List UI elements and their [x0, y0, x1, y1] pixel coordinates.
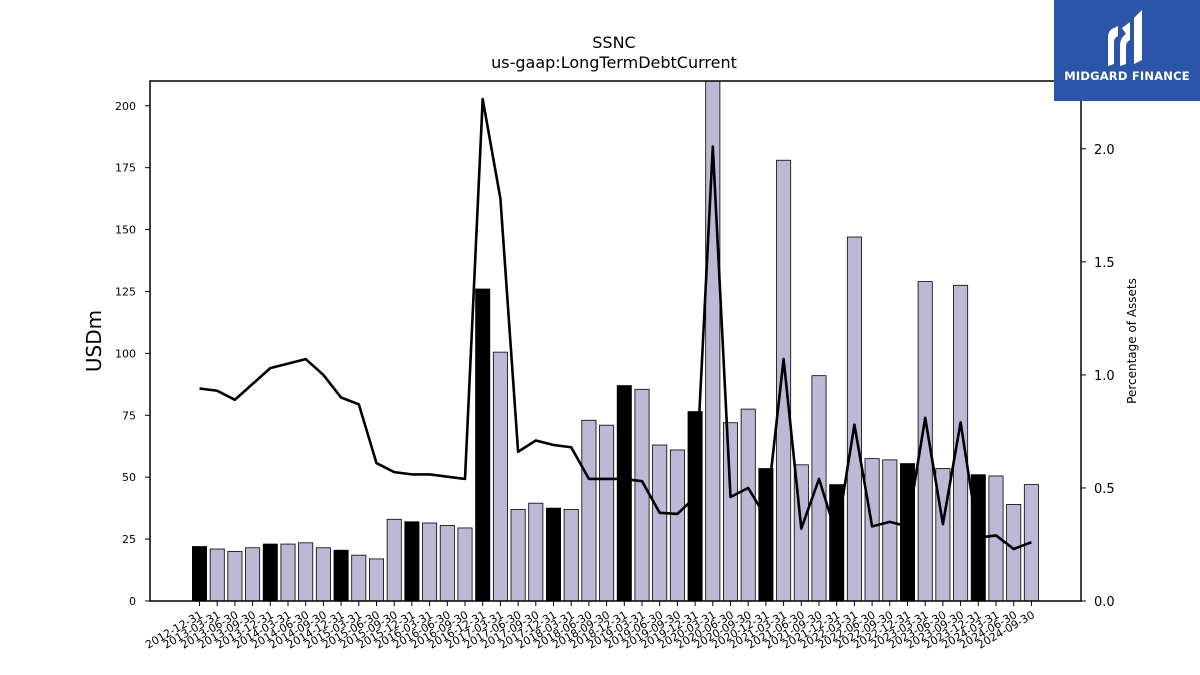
bar-2017-06-30 — [510, 508, 526, 601]
y-tick-label: 75 — [122, 409, 136, 422]
y2-tick-label: 2.0 — [1094, 143, 1115, 158]
y-tick-label: 100 — [115, 347, 136, 360]
bar-2019-09-30 — [669, 449, 685, 601]
bar-2013-12-31 — [262, 543, 278, 601]
bar-2018-12-31 — [616, 385, 632, 601]
bar-2020-06-30 — [723, 422, 739, 601]
midgard-logo-icon — [1108, 10, 1142, 66]
bar-2016-06-30 — [439, 525, 455, 601]
bar-2020-09-30 — [740, 408, 756, 601]
bar-2024-03-31 — [988, 475, 1004, 601]
y-tick-label: 0 — [129, 595, 136, 608]
bar-2014-12-31 — [333, 549, 349, 601]
bar-2013-09-30 — [245, 547, 261, 601]
bar-2015-09-30 — [386, 518, 402, 601]
bar-2016-12-31 — [475, 288, 491, 601]
plot-frame — [149, 80, 1082, 602]
bar-2018-03-31 — [563, 508, 579, 601]
y2-tick-label: 1.5 — [1094, 256, 1115, 271]
bar-2023-09-30 — [953, 284, 969, 601]
bar-2015-12-31 — [404, 521, 420, 601]
bar-2018-09-30 — [599, 424, 615, 601]
bar-2021-03-31 — [776, 159, 792, 601]
y2-tick-label: 0.5 — [1094, 482, 1115, 497]
y-tick-label: 50 — [122, 471, 136, 484]
bar-2017-09-30 — [528, 502, 544, 601]
bar-2019-03-31 — [634, 388, 650, 601]
bar-2022-03-31 — [846, 236, 862, 601]
bar-2024-06-30 — [1006, 504, 1022, 601]
brand-logo: MIDGARD FINANCE — [1054, 0, 1200, 101]
chart-title: SSNC — [592, 33, 635, 52]
bar-2022-12-31 — [900, 463, 916, 601]
bar-2022-09-30 — [882, 459, 898, 601]
y-axis-label: USDm — [82, 310, 106, 372]
y2-axis-label: Percentage of Assets — [1125, 278, 1139, 404]
axes: 02550751001251501752000.00.51.01.52.0201… — [115, 80, 1115, 652]
bar-2021-09-30 — [811, 375, 827, 601]
bar-2016-09-30 — [457, 527, 473, 601]
bar-2018-06-30 — [581, 419, 597, 601]
y-tick-label: 200 — [115, 100, 136, 113]
bar-2016-03-31 — [422, 522, 438, 601]
bar-2023-03-31 — [917, 281, 933, 601]
y-tick-label: 125 — [115, 285, 136, 298]
bar-2019-12-31 — [687, 411, 703, 601]
bar-2014-03-31 — [280, 543, 296, 601]
bar-2015-06-30 — [368, 558, 384, 601]
y-tick-label: 25 — [122, 533, 136, 546]
bar-2012-12-31 — [191, 546, 207, 601]
bar-2017-12-31 — [546, 507, 562, 601]
bar-2013-06-30 — [227, 551, 243, 601]
percent-of-assets-line — [199, 97, 1032, 551]
brand-name: MIDGARD FINANCE — [1064, 69, 1190, 83]
y-tick-label: 175 — [115, 162, 136, 175]
y2-tick-label: 1.0 — [1094, 369, 1115, 384]
bar-2019-06-30 — [652, 444, 668, 601]
bar-2022-06-30 — [864, 458, 880, 601]
bar-2015-03-31 — [351, 554, 367, 601]
bar-2014-06-30 — [298, 542, 314, 601]
y2-tick-label: 0.0 — [1094, 595, 1115, 610]
bar-2013-03-31 — [209, 548, 225, 601]
percent-line-series — [199, 97, 1032, 551]
y-tick-label: 150 — [115, 224, 136, 237]
bar-series — [191, 81, 1039, 601]
chart-subtitle: us-gaap:LongTermDebtCurrent — [491, 53, 737, 72]
bar-2020-12-31 — [758, 468, 774, 601]
bar-2014-09-30 — [315, 547, 331, 601]
bar-2017-03-31 — [492, 351, 508, 601]
